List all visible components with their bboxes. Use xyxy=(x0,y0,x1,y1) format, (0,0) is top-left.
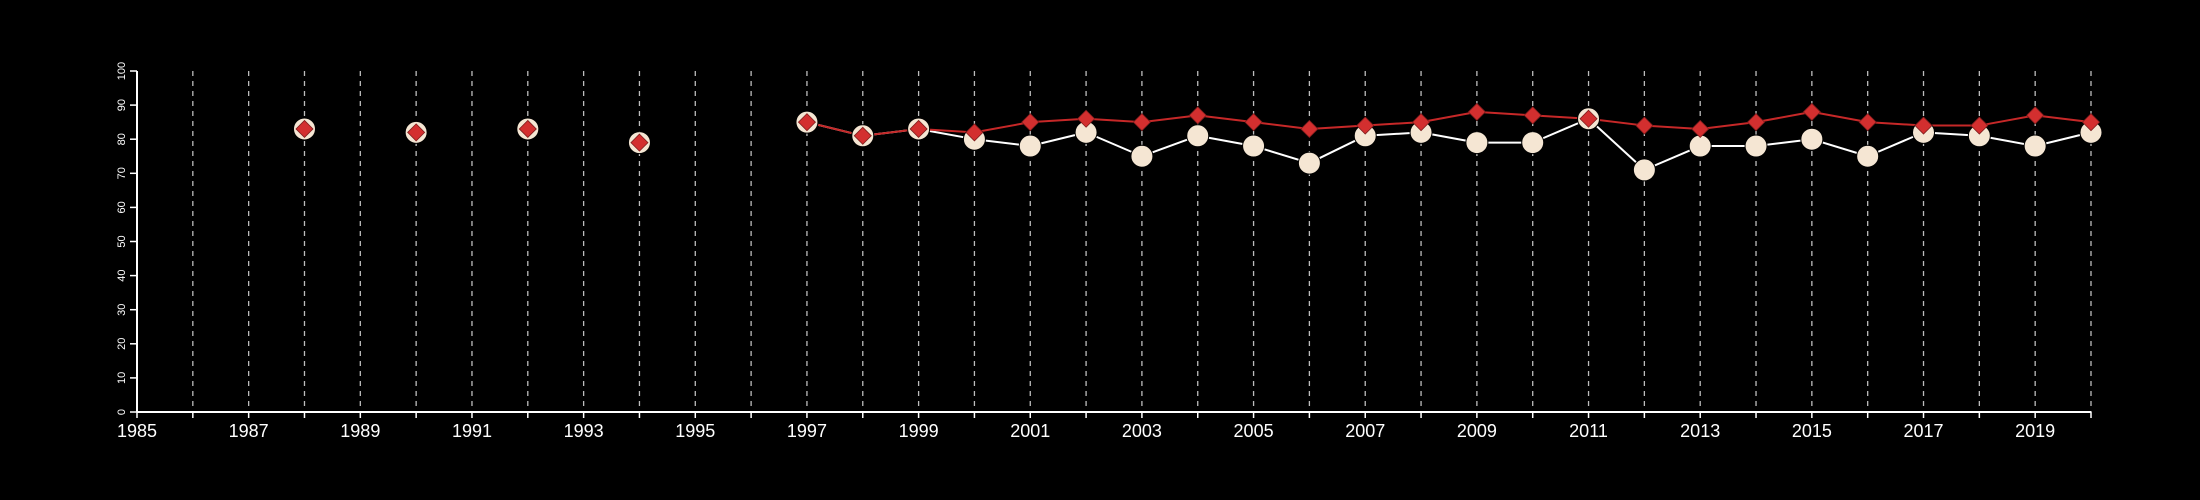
x-tick-label: 2017 xyxy=(1903,421,1943,441)
x-tick-label: 1993 xyxy=(564,421,604,441)
circle-point-2004 xyxy=(1186,124,1210,148)
y-tick-label: 70 xyxy=(116,167,128,179)
x-tick-label: 1985 xyxy=(117,421,157,441)
circle-point-2015 xyxy=(1800,127,1824,151)
diamond-point-2005 xyxy=(1244,113,1263,132)
x-tick-label: 2009 xyxy=(1457,421,1497,441)
x-tick-label: 1989 xyxy=(340,421,380,441)
diamond-point-2015 xyxy=(1802,102,1821,121)
series-1-line-segment xyxy=(1979,114,2036,127)
diamond-point-2012 xyxy=(1635,116,1654,135)
series-1-line-segment xyxy=(1086,117,1142,124)
series-1-line-segment xyxy=(1700,121,1757,130)
circle-point-2001 xyxy=(1018,134,1042,158)
series-1-line-segment xyxy=(1030,117,1087,124)
diamond-point-2017 xyxy=(1914,116,1933,135)
series-1-line-segment xyxy=(1755,110,1813,124)
diamond-point-2016 xyxy=(1858,113,1877,132)
diamond-point-1990 xyxy=(407,123,426,142)
x-tick-label: 2001 xyxy=(1010,421,1050,441)
x-tick-label: 2005 xyxy=(1234,421,1274,441)
series-0-line-segment xyxy=(1587,118,1646,171)
circle-point-2019 xyxy=(2023,134,2047,158)
series-1-line-segment xyxy=(1644,124,1701,130)
x-tick-label: 1997 xyxy=(787,421,827,441)
series-1-line-segment xyxy=(1811,110,1868,124)
diamond-point-1988 xyxy=(295,119,314,139)
x-tick-label: 2019 xyxy=(2015,421,2055,441)
series-1-line-segment xyxy=(1253,121,1310,130)
series-1-line-segment xyxy=(1365,121,1422,127)
diamond-point-2004 xyxy=(1188,106,1207,125)
diamond-point-2014 xyxy=(1746,113,1766,132)
y-axis-tick-labels: 0 10 20 30 40 50 60 70 80 90 100 xyxy=(116,62,128,415)
x-tick-label: 2007 xyxy=(1345,421,1385,441)
x-tick-label: 1987 xyxy=(229,421,269,441)
circle-point-2012 xyxy=(1632,158,1656,182)
diamond-point-2018 xyxy=(1970,116,1989,135)
diamond-point-1998 xyxy=(853,126,872,145)
diamond-point-2001 xyxy=(1021,113,1040,132)
x-tick-label: 2013 xyxy=(1680,421,1720,441)
series-1-line-segment xyxy=(1420,110,1478,124)
diamond-point-2006 xyxy=(1300,119,1319,139)
y-tick-label: 40 xyxy=(116,269,128,281)
circle-point-2005 xyxy=(1242,134,1266,158)
diamond-point-2000 xyxy=(965,123,984,142)
grid-lines xyxy=(192,71,2092,412)
diamond-point-2020 xyxy=(2081,113,2101,132)
series-1-line-segment xyxy=(1197,114,1254,124)
diamond-point-1999 xyxy=(909,119,928,139)
x-tick-label: 1995 xyxy=(675,421,715,441)
y-tick-label: 60 xyxy=(116,201,128,213)
diamond-point-1997 xyxy=(797,113,817,132)
y-tick-label: 30 xyxy=(116,304,128,316)
y-tick-label: 20 xyxy=(116,338,128,350)
circle-point-2013 xyxy=(1688,134,1712,158)
diamond-point-2003 xyxy=(1132,113,1151,132)
diamond-point-2019 xyxy=(2026,106,2045,125)
x-tick-label: 2011 xyxy=(1569,421,1608,441)
x-tick-label: 2003 xyxy=(1122,421,1162,441)
diamond-point-2011 xyxy=(1579,109,1598,128)
y-tick-label: 80 xyxy=(116,133,128,145)
circle-point-2003 xyxy=(1130,144,1154,168)
y-tick-label: 100 xyxy=(116,62,128,80)
diamond-point-2010 xyxy=(1523,106,1542,125)
series-1-line-segment xyxy=(1309,124,1366,130)
diamond-point-2002 xyxy=(1077,109,1096,128)
y-tick-label: 50 xyxy=(116,235,128,247)
diamond-point-2013 xyxy=(1691,119,1710,139)
x-tick-label: 2015 xyxy=(1792,421,1832,441)
diamond-point-2007 xyxy=(1356,116,1375,135)
circle-point-2009 xyxy=(1465,131,1489,155)
circle-point-2010 xyxy=(1521,131,1545,155)
series-1-line-segment xyxy=(2035,114,2092,124)
circle-point-2014 xyxy=(1744,134,1768,158)
data-series xyxy=(292,102,2103,182)
x-tick-label: 1991 xyxy=(452,421,492,441)
x-axis-tick-labels: 1985 1987 1989 1991 1993 1995 1997 1999 2001 2003… xyxy=(117,421,2055,441)
series-1-line-segment xyxy=(1867,121,1924,127)
y-tick-label: 90 xyxy=(116,99,128,111)
axes xyxy=(130,70,2092,418)
series-1-line-segment xyxy=(1141,114,1198,124)
circle-point-2016 xyxy=(1856,144,1880,168)
series-1-line-segment xyxy=(1476,110,1533,117)
x-tick-label: 1999 xyxy=(899,421,939,441)
y-tick-label: 0 xyxy=(116,409,128,415)
series-1-line-segment xyxy=(974,121,1031,134)
diamond-point-1994 xyxy=(630,133,649,152)
circle-point-2006 xyxy=(1297,151,1321,175)
diamond-point-1992 xyxy=(518,119,537,139)
y-tick-label: 10 xyxy=(116,372,128,384)
diamond-point-2009 xyxy=(1467,102,1486,121)
diamond-point-2008 xyxy=(1411,113,1431,132)
